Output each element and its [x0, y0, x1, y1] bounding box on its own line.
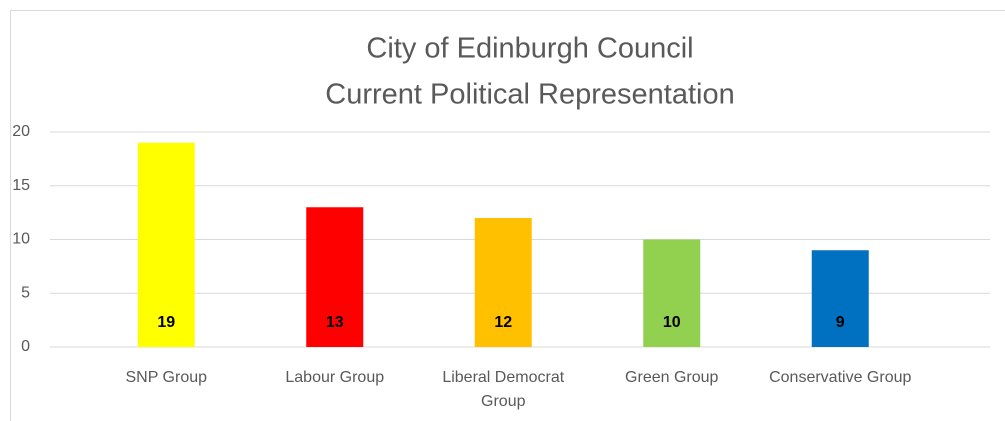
- data-label: 9: [836, 314, 845, 331]
- x-tick-label: Liberal Democrat Group: [442, 369, 564, 410]
- y-tick-label: 0: [21, 338, 30, 355]
- bar: [137, 142, 195, 347]
- y-tick-label: 10: [12, 231, 30, 248]
- chart-title: Current Political Representation: [325, 79, 734, 111]
- data-label: 19: [157, 314, 175, 331]
- bar: [643, 239, 701, 347]
- x-tick-label: Green Group: [625, 369, 718, 386]
- chart-title: City of Edinburgh Council: [366, 33, 693, 65]
- y-tick-label: 15: [12, 177, 30, 194]
- data-label: 10: [663, 314, 681, 331]
- x-tick-label: Labour Group: [285, 369, 384, 386]
- bar: [474, 218, 532, 347]
- bar: [811, 250, 869, 347]
- x-tick-label: Conservative Group: [769, 369, 911, 386]
- y-tick-label: 5: [21, 284, 30, 301]
- data-label: 12: [494, 314, 512, 331]
- x-tick-label: SNP Group: [125, 369, 207, 386]
- y-tick-label: 20: [12, 123, 30, 140]
- bar: [306, 207, 364, 347]
- data-label: 13: [326, 314, 344, 331]
